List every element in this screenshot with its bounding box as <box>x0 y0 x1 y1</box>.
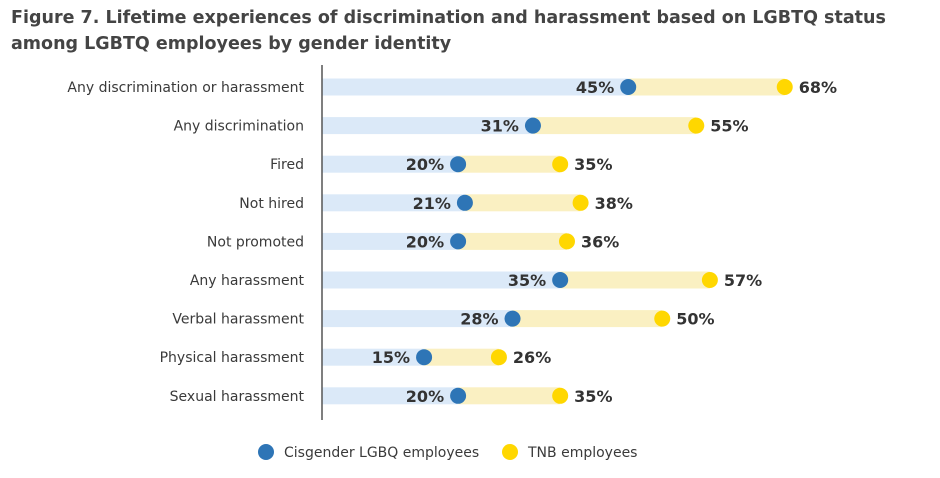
cisgender-bar <box>322 78 629 96</box>
category-label: Not promoted <box>207 234 304 250</box>
tnb-dot <box>490 349 507 366</box>
legend-swatch-tnb <box>502 444 518 460</box>
cisgender-dot <box>456 194 473 211</box>
tnb-value-label: 55% <box>710 117 748 136</box>
legend: Cisgender LGBQ employees TNB employees <box>258 444 637 461</box>
legend-swatch-cisgender <box>258 444 274 460</box>
tnb-bar <box>458 387 561 405</box>
tnb-dot <box>776 79 793 95</box>
cisgender-bar <box>322 117 533 135</box>
tnb-bar <box>628 78 785 96</box>
tnb-dot <box>701 272 718 288</box>
chart-row: Verbal harassment 28% 50% <box>172 310 714 329</box>
cisgender-bar <box>322 155 459 173</box>
tnb-value-label: 68% <box>799 78 837 97</box>
tnb-value-label: 35% <box>574 155 612 174</box>
category-label: Physical harassment <box>160 350 305 366</box>
tnb-value-label: 57% <box>724 271 762 290</box>
cisgender-bar <box>322 194 465 212</box>
tnb-bar <box>464 194 581 212</box>
tnb-value-label: 26% <box>513 348 551 367</box>
category-label: Sexual harassment <box>170 389 305 405</box>
cisgender-bar <box>322 387 459 405</box>
cisgender-bar <box>322 348 425 366</box>
chart-row: Not hired 21% 38% <box>239 194 633 213</box>
cisgender-dot <box>450 233 467 250</box>
cisgender-value-label: 15% <box>372 348 410 367</box>
tnb-dot <box>688 117 705 134</box>
cisgender-dot <box>504 310 521 327</box>
tnb-value-label: 35% <box>574 387 612 406</box>
tnb-bar <box>560 271 710 289</box>
tnb-value-label: 50% <box>676 310 714 329</box>
chart-title: Figure 7. Lifetime experiences of discri… <box>11 8 886 54</box>
category-label: Any discrimination <box>174 119 304 135</box>
category-label: Not hired <box>239 196 304 212</box>
cisgender-value-label: 20% <box>406 155 444 174</box>
chart-row: Sexual harassment 20% 35% <box>170 387 613 406</box>
chart-row: Fired 20% 35% <box>270 155 612 174</box>
tnb-bar <box>512 310 663 328</box>
cisgender-bar <box>322 310 513 328</box>
tnb-bar <box>458 232 567 250</box>
chart-row: Any discrimination 31% 55% <box>174 117 749 136</box>
chart-row: Physical harassment 15% 26% <box>160 348 552 367</box>
tnb-dot <box>552 156 569 173</box>
cisgender-value-label: 45% <box>576 78 614 97</box>
cisgender-dot <box>620 79 637 95</box>
chart-row: Any harassment 35% 57% <box>190 271 762 290</box>
category-label: Any discrimination or harassment <box>67 80 304 96</box>
cisgender-value-label: 20% <box>406 387 444 406</box>
tnb-value-label: 38% <box>595 194 633 213</box>
tnb-dot <box>572 194 589 211</box>
cisgender-value-label: 28% <box>460 310 498 329</box>
tnb-dot <box>558 233 575 250</box>
cisgender-bar <box>322 271 561 289</box>
tnb-bar <box>458 155 561 173</box>
legend-label-cisgender: Cisgender LGBQ employees <box>284 445 479 461</box>
category-label: Verbal harassment <box>172 312 304 328</box>
cisgender-dot <box>552 272 569 288</box>
legend-label-tnb: TNB employees <box>527 445 637 461</box>
cisgender-bar <box>322 232 459 250</box>
tnb-dot <box>552 387 569 404</box>
category-label: Fired <box>270 157 304 173</box>
tnb-bar <box>532 117 697 135</box>
chart-row: Not promoted 20% 36% <box>207 232 619 251</box>
cisgender-value-label: 35% <box>508 271 546 290</box>
tnb-dot <box>654 310 671 327</box>
chart-row: Any discrimination or harassment 45% 68% <box>67 78 837 97</box>
cisgender-value-label: 21% <box>413 194 451 213</box>
chart-rows: Any discrimination or harassment 45% 68%An… <box>67 78 837 406</box>
tnb-bar <box>424 348 499 366</box>
category-label: Any harassment <box>190 273 305 289</box>
cisgender-dot <box>524 117 541 134</box>
cisgender-value-label: 20% <box>406 232 444 251</box>
cisgender-dot <box>416 349 433 366</box>
cisgender-dot <box>450 387 467 404</box>
cisgender-dot <box>450 156 467 173</box>
cisgender-value-label: 31% <box>481 117 519 136</box>
tnb-value-label: 36% <box>581 232 619 251</box>
